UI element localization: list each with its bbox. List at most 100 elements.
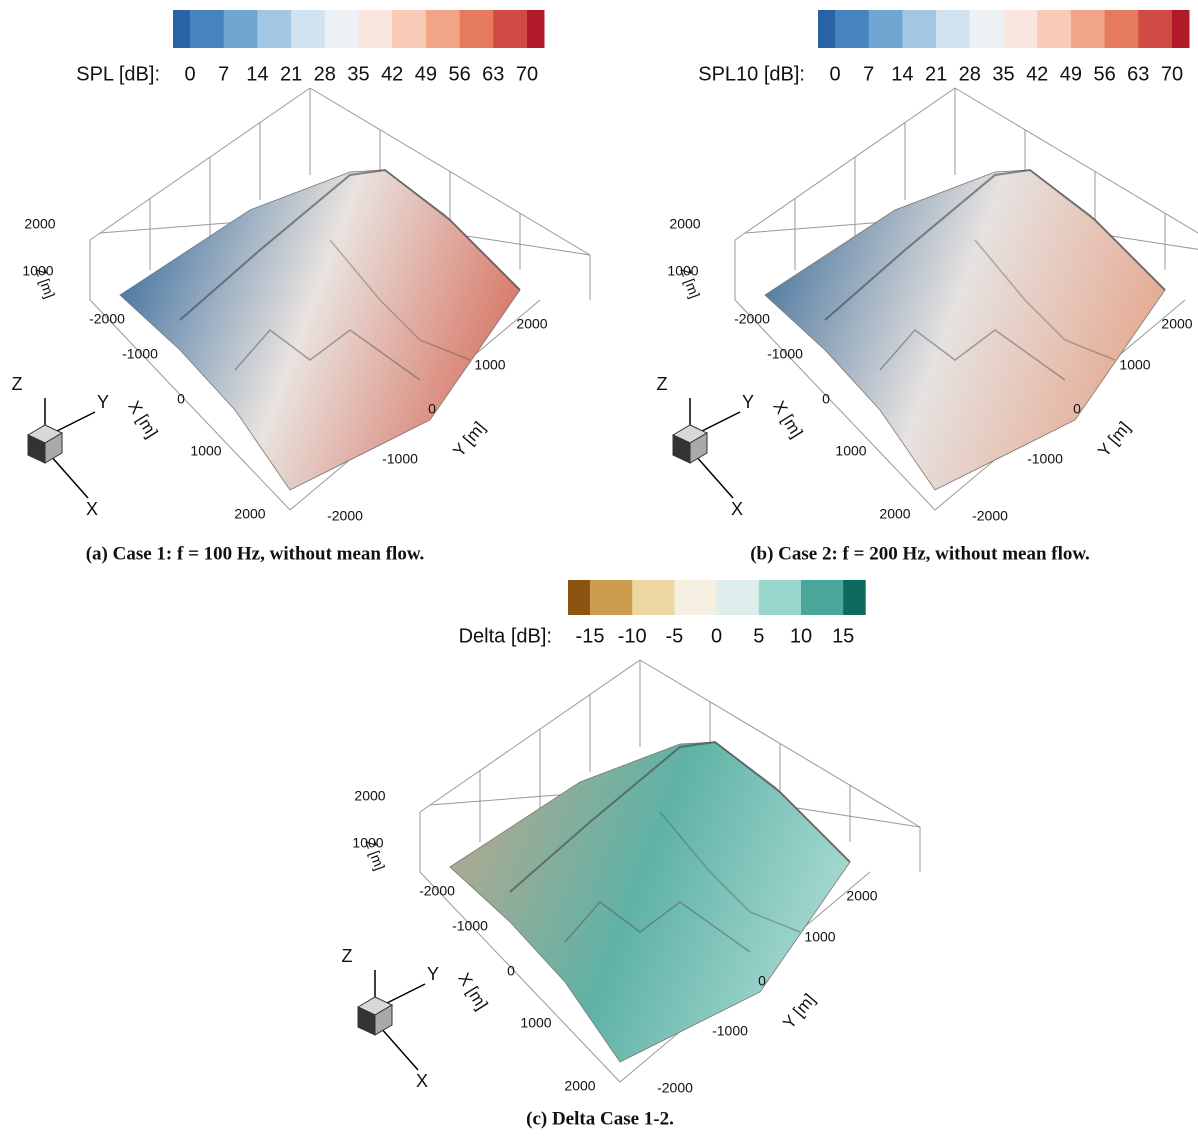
colorbar-tick-label: 56 [1093, 63, 1115, 85]
x-tick-label: 1000 [835, 443, 866, 459]
y-axis-label: Y [m] [449, 418, 489, 460]
z-axis-label: Z [m] [362, 837, 388, 872]
x-tick-label: 0 [822, 391, 830, 407]
caption: (b) Case 2: f = 200 Hz, without mean flo… [750, 543, 1090, 564]
y-tick-label: 2000 [846, 888, 877, 904]
triad-axis [50, 455, 88, 498]
y-tick-label: 0 [1073, 401, 1081, 417]
colorbar-segment [173, 10, 191, 48]
colorbar-tick-label: 21 [280, 63, 302, 85]
colorbar-tick-label: 35 [992, 63, 1014, 85]
colorbar-segment [493, 10, 527, 48]
triad-label: Y [742, 392, 754, 412]
colorbar-segment [1138, 10, 1172, 48]
colorbar-segment [717, 580, 760, 615]
colorbar-tick-label: 35 [347, 63, 369, 85]
x-tick-label: 1000 [190, 443, 221, 459]
colorbar-segment [801, 580, 844, 615]
triad-label: Z [12, 374, 23, 394]
triad-axis [55, 412, 95, 432]
y-tick-label: -2000 [657, 1080, 693, 1096]
colorbar-tick-label: -5 [666, 625, 684, 647]
x-tick-label: -1000 [452, 918, 488, 934]
caption: (c) Delta Case 1-2. [526, 1108, 674, 1129]
colorbar-tick-label: 0 [829, 63, 840, 85]
triad-label: Y [97, 392, 109, 412]
colorbar-tick-label: 42 [381, 63, 403, 85]
colorbar-tick-label: 10 [790, 625, 812, 647]
colorbar-segment [818, 10, 836, 48]
triad-label: X [86, 499, 98, 519]
colorbar-label: SPL10 [dB]: [698, 63, 805, 85]
colorbar-segment [632, 580, 675, 615]
triad-label: Z [657, 374, 668, 394]
x-tick-label: 2000 [879, 506, 910, 522]
y-tick-label: 0 [428, 401, 436, 417]
panel: SPL10 [dB]:0714212835424956637020001000-… [657, 10, 1198, 564]
z-axis-label: Z [m] [677, 265, 703, 300]
y-tick-label: 1000 [1119, 357, 1150, 373]
y-axis-label: Y [m] [1094, 418, 1134, 460]
colorbar-segment [835, 10, 869, 48]
terrain-plot: 20001000-2000-1000010002000200010000-100… [12, 88, 591, 524]
colorbar-tick-label: 7 [863, 63, 874, 85]
colorbar-segment [1037, 10, 1071, 48]
terrain-plot: 20001000-2000-1000010002000200010000-100… [342, 660, 921, 1096]
colorbar-tick-label: 21 [925, 63, 947, 85]
x-tick-label: -2000 [89, 311, 125, 327]
terrain-plot: 20001000-2000-1000010002000200010000-100… [657, 88, 1198, 524]
colorbar-segment [674, 580, 717, 615]
colorbar-tick-label: 49 [1060, 63, 1082, 85]
colorbar-segment [970, 10, 1004, 48]
colorbar-segment [1071, 10, 1105, 48]
panel: Delta [dB]:-15-10-505101520001000-2000-1… [342, 580, 921, 1129]
colorbar-tick-label: 49 [415, 63, 437, 85]
colorbar-tick-label: 14 [246, 63, 268, 85]
colorbar-label: Delta [dB]: [459, 625, 552, 647]
x-tick-label: 1000 [520, 1015, 551, 1031]
x-axis-label: X [m] [454, 970, 491, 1014]
x-tick-label: 0 [507, 963, 515, 979]
colorbar-segment [190, 10, 224, 48]
x-tick-label: -1000 [767, 346, 803, 362]
colorbar-tick-label: 0 [711, 625, 722, 647]
colorbar-segment [869, 10, 903, 48]
colorbar-tick-label: 70 [516, 63, 538, 85]
colorbar-segment [224, 10, 258, 48]
colorbar-tick-label: 15 [832, 625, 854, 647]
y-tick-label: 2000 [516, 316, 547, 332]
z-axis-label: Z [m] [32, 265, 58, 300]
colorbar-segment [426, 10, 460, 48]
triad-axis [700, 412, 740, 432]
colorbar-tick-label: 63 [482, 63, 504, 85]
figure: SPL [dB]:0714212835424956637020001000-20… [0, 0, 1198, 1139]
colorbar-tick-label: 70 [1161, 63, 1183, 85]
colorbar-segment [1172, 10, 1190, 48]
x-tick-label: 0 [177, 391, 185, 407]
y-axis-label: Y [m] [779, 990, 819, 1032]
colorbar-segment [392, 10, 426, 48]
colorbar-tick-label: 56 [448, 63, 470, 85]
colorbar-segment [1105, 10, 1139, 48]
triad-label: Y [427, 964, 439, 984]
y-tick-label: -1000 [1027, 451, 1063, 467]
y-tick-label: -1000 [382, 451, 418, 467]
y-tick-label: -1000 [712, 1023, 748, 1039]
y-tick-label: -2000 [327, 508, 363, 524]
triad-label: X [416, 1071, 428, 1091]
colorbar-tick-label: 28 [959, 63, 981, 85]
z-tick-label: 2000 [669, 216, 700, 232]
x-tick-label: -2000 [734, 311, 770, 327]
colorbar-segment [460, 10, 494, 48]
colorbar-segment [759, 580, 802, 615]
triad-axis [385, 984, 425, 1004]
triad-axis [695, 455, 733, 498]
colorbar-segment [325, 10, 359, 48]
colorbar-segment [527, 10, 545, 48]
colorbar-segment [568, 580, 591, 615]
colorbar-segment [359, 10, 393, 48]
x-axis-label: X [m] [769, 398, 806, 442]
colorbar-segment [291, 10, 325, 48]
y-tick-label: 0 [758, 973, 766, 989]
